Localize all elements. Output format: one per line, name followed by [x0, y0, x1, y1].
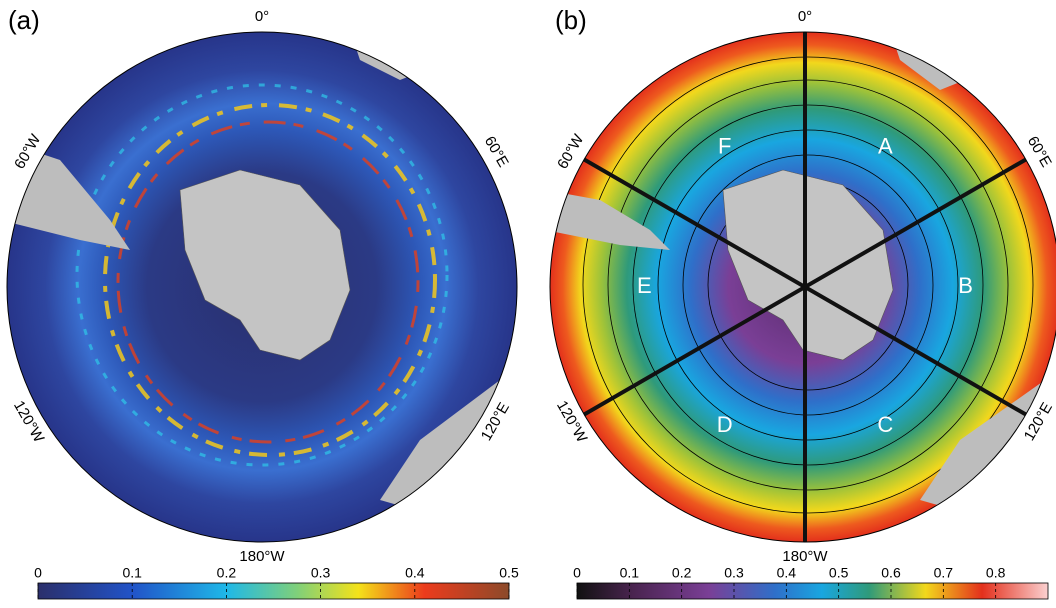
sector-label: C	[877, 412, 893, 437]
map-b	[545, 0, 1056, 552]
colorbar-tick-label: 0.3	[311, 565, 331, 581]
colorbar	[38, 583, 509, 599]
colorbar	[577, 583, 1048, 599]
colorbar-tick-label: 0.2	[672, 565, 692, 581]
colorbar-tick-label: 0	[34, 565, 42, 581]
colorbar-tick-label: 0.1	[122, 565, 142, 581]
sector-label: E	[637, 273, 652, 298]
colorbar-tick-label: 0.3	[724, 565, 744, 581]
sector-label: B	[958, 273, 973, 298]
colorbar-tick-label: 0.4	[777, 565, 797, 581]
colorbar-tick-label: 0.7	[934, 565, 954, 581]
colorbar-tick-label: 0.2	[217, 565, 237, 581]
longitude-label: 0°	[255, 8, 269, 25]
longitude-label: 180°W	[239, 548, 285, 565]
sector-label: D	[717, 412, 733, 437]
colorbar-tick-label: 0.5	[829, 565, 849, 581]
sector-label: A	[878, 134, 893, 159]
panel-label: (a)	[8, 5, 40, 35]
colorbar-tick-label: 0.8	[986, 565, 1006, 581]
colorbar-tick-label: 0.1	[620, 565, 640, 581]
page: (a) (b) 0°60°E120°E180°W120°W60°W00.10.2…	[0, 0, 1056, 603]
colorbar-tick-label: 0	[573, 565, 581, 581]
map-a	[0, 0, 530, 542]
panel-label: (b)	[555, 5, 587, 35]
colorbar-tick-label: 0.5	[499, 565, 519, 581]
figure: (a) (b) 0°60°E120°E180°W120°W60°W00.10.2…	[0, 0, 1056, 603]
longitude-label: 180°W	[782, 548, 828, 565]
colorbar-tick-label: 0.6	[881, 565, 901, 581]
colorbar-tick-label: 0.4	[405, 565, 425, 581]
longitude-label: 0°	[798, 8, 812, 25]
sector-label: F	[718, 134, 731, 159]
